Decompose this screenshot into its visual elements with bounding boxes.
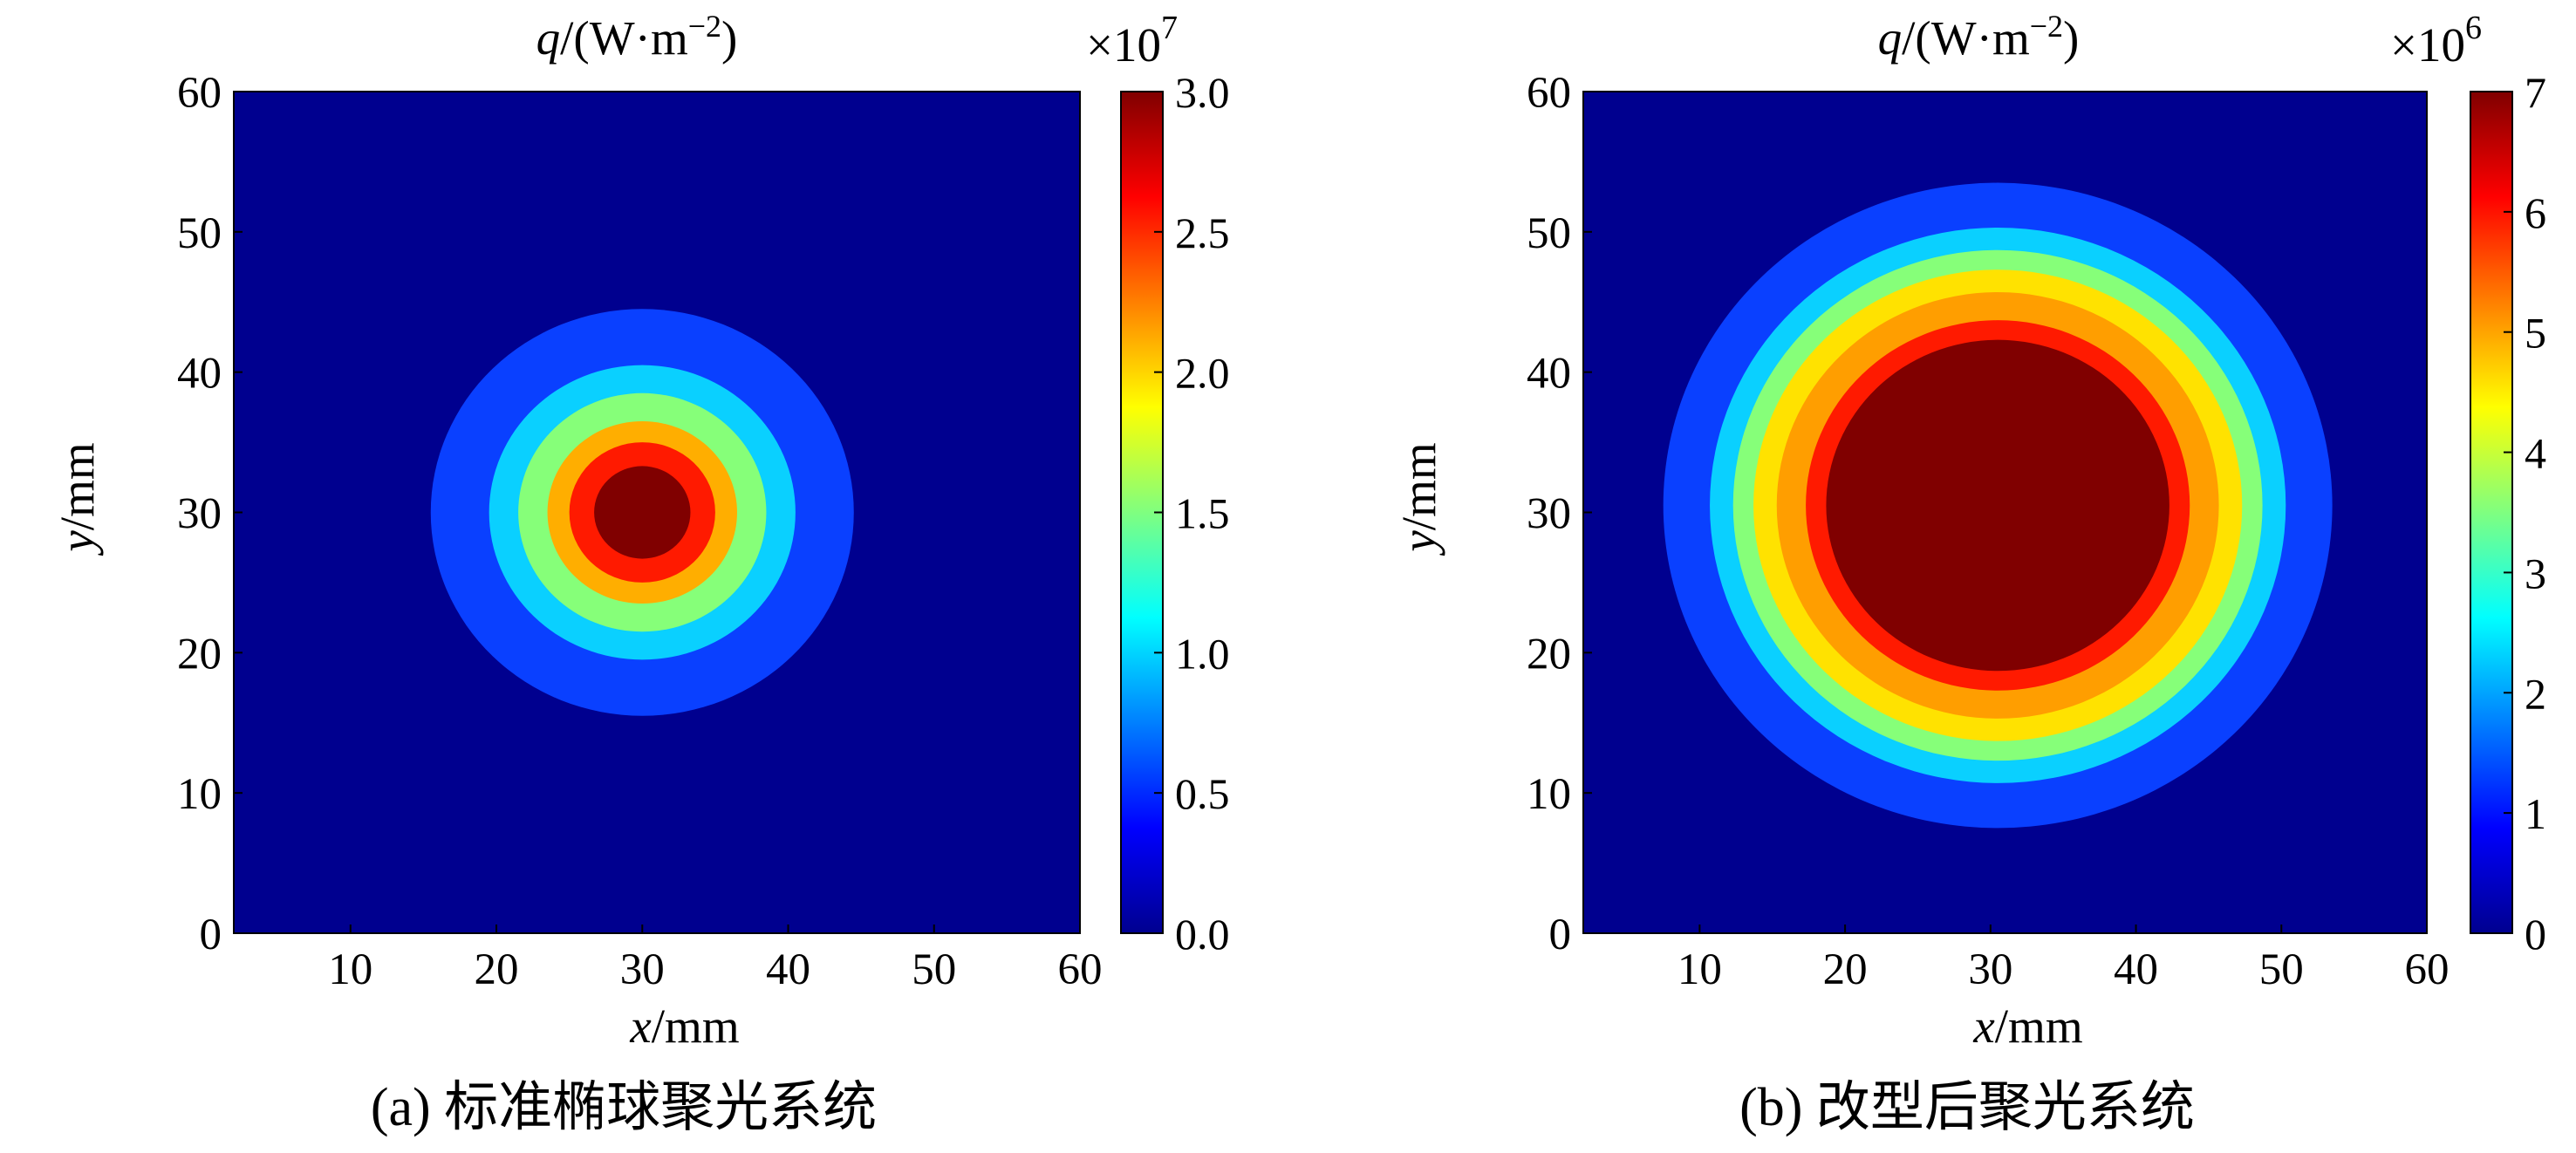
panel-a-xlabel: x/mm <box>629 999 739 1053</box>
panel-a-caption: (a) 标准椭球聚光系统 <box>371 1078 877 1137</box>
panel-b-ytick-label: 60 <box>1527 69 1571 118</box>
panel-a-colorbar-multiplier: ×107 <box>1086 10 1178 72</box>
panel-a-colorbar-tick-label: 0.0 <box>1175 910 1230 959</box>
panel-b-ytick-label: 40 <box>1527 350 1571 399</box>
panel-a-colorbar-tick-label: 0.5 <box>1175 769 1230 818</box>
panel-b-xtick-label: 40 <box>2114 945 2158 994</box>
panel-a-xtick-label: 60 <box>1058 945 1103 994</box>
panel-a-ytick-label: 0 <box>200 911 222 959</box>
panel-a-xtick-label: 30 <box>620 945 665 994</box>
panel-a-xtick-label: 50 <box>912 945 956 994</box>
panel-b-xtick-label: 20 <box>1823 945 1868 994</box>
panel-a-xtick-label: 10 <box>328 945 372 994</box>
panel-b-colorbar-tick-label: 7 <box>2525 68 2546 117</box>
panel-b-ytick-label: 20 <box>1527 630 1571 679</box>
panel-b-ylabel: y/mm <box>1392 442 1445 556</box>
panel-b-xtick-label: 60 <box>2405 945 2450 994</box>
panel-b-ytick-label: 50 <box>1527 209 1571 258</box>
panel-a-colorbar-tick-label: 2.5 <box>1175 208 1230 257</box>
panel-b-xlabel: x/mm <box>1972 999 2082 1053</box>
panel-a-ytick-label: 30 <box>177 490 222 539</box>
panel-a-colorbar-tick-label: 1.0 <box>1175 629 1230 678</box>
panel-a-ytick-label: 20 <box>177 630 222 679</box>
panel-b-contour-6 <box>1826 339 2169 672</box>
panel-a-ytick-label: 60 <box>177 69 222 118</box>
panel-b-plot: 10 20 30 40 50 60 0 10 20 30 40 50 60 <box>1527 69 2450 994</box>
panel-b-colorbar-gradient <box>2470 91 2513 934</box>
panel-b: 10 20 30 40 50 60 0 10 20 30 40 50 60 0 1 2 3 4 5 6 7 q/(W·… <box>1392 9 2546 1137</box>
panel-a-colorbar-tick-label: 1.5 <box>1175 489 1230 538</box>
panel-b-colorbar-tick-label: 1 <box>2525 789 2546 838</box>
panel-b-colorbar-tick-label: 4 <box>2525 429 2546 478</box>
panel-a-ytick-label: 40 <box>177 350 222 399</box>
panel-a-colorbar-tick-label: 2.0 <box>1175 349 1230 398</box>
panel-a-colorbar-tick-label: 3.0 <box>1175 68 1230 117</box>
panel-a-ylabel: y/mm <box>51 442 104 556</box>
panel-a-ytick-label: 10 <box>177 770 222 819</box>
panel-b-colorbar-tick-label: 2 <box>2525 669 2546 718</box>
panel-b-colorbar-tick-label: 5 <box>2525 309 2546 358</box>
panel-b-colorbar-tick-label: 0 <box>2525 910 2546 959</box>
panel-b-colorbar-multiplier: ×106 <box>2390 10 2482 72</box>
panel-b-title: q/(W·m−2) <box>1878 9 2080 65</box>
panel-b-colorbar: 0 1 2 3 4 5 6 7 <box>2470 68 2546 959</box>
panel-b-xtick-label: 50 <box>2259 945 2304 994</box>
panel-b-ytick-label: 10 <box>1527 770 1571 819</box>
panel-a-plot: 10 20 30 40 50 60 0 10 20 30 40 50 60 <box>177 69 1103 994</box>
panel-b-xtick-label: 30 <box>1968 945 2012 994</box>
panel-a-title: q/(W·m−2) <box>536 9 738 65</box>
panel-a-contour-5 <box>594 466 691 559</box>
panel-b-colorbar-tick-label: 6 <box>2525 188 2546 237</box>
panel-b-colorbar-tick-label: 3 <box>2525 549 2546 597</box>
panel-b-caption: (b) 改型后聚光系统 <box>1739 1078 2195 1137</box>
panel-b-ytick-label: 0 <box>1549 911 1572 959</box>
panel-b-ytick-label: 30 <box>1527 490 1571 539</box>
panel-a: 10 20 30 40 50 60 0 10 20 30 40 50 60 0.0 0.5 1.0 1.5 2.… <box>51 9 1230 1137</box>
panel-a-xtick-label: 20 <box>475 945 519 994</box>
panel-b-xtick-label: 10 <box>1677 945 1722 994</box>
panel-a-colorbar: 0.0 0.5 1.0 1.5 2.0 2.5 3.0 <box>1120 68 1230 959</box>
panel-a-ytick-label: 50 <box>177 209 222 258</box>
panel-a-xtick-label: 40 <box>766 945 810 994</box>
